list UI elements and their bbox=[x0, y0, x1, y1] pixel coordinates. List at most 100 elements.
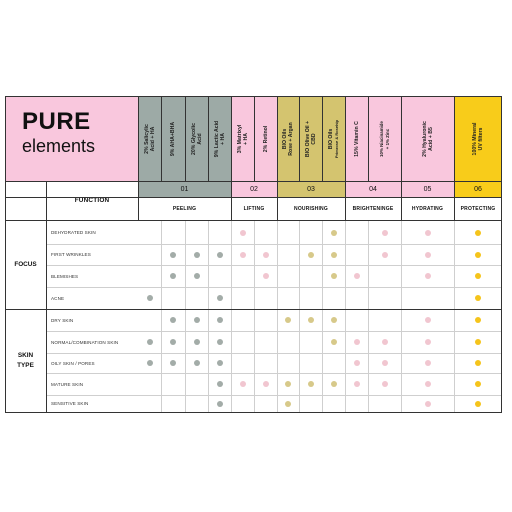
grid-line-v bbox=[254, 220, 255, 412]
product-name-line1: BIO Olive Oil + bbox=[304, 120, 311, 157]
group-function: PROTECTING bbox=[460, 205, 496, 212]
suitability-dot bbox=[475, 400, 481, 407]
suitability-dot bbox=[381, 229, 388, 236]
table-rule-h bbox=[5, 180, 502, 182]
grid-line-h bbox=[46, 265, 502, 266]
suitability-dot bbox=[307, 381, 314, 387]
rule-v bbox=[277, 96, 278, 220]
group-function: NOURISHING bbox=[294, 205, 328, 212]
group-function: PEELING bbox=[172, 205, 197, 212]
brand-logo-elements: elements bbox=[22, 136, 96, 156]
product-name: 15% Vitamin C bbox=[354, 121, 360, 157]
table-rule-h bbox=[5, 219, 502, 221]
suitability-dot bbox=[170, 251, 176, 258]
grid-line-h bbox=[46, 395, 502, 396]
product-header-cell: 2% Salicylic Acid + HA bbox=[138, 96, 161, 181]
function-label: FUNCTION bbox=[74, 197, 110, 204]
suitability-dot bbox=[353, 360, 360, 366]
product-name: 10% Niacinamide + 1% Zinc bbox=[379, 121, 391, 157]
suitability-dot bbox=[330, 381, 337, 387]
grid-line-h bbox=[46, 244, 502, 245]
rule-v bbox=[254, 96, 255, 181]
product-name-line1: 9% Lactic Acid bbox=[213, 120, 220, 157]
grid-line-v bbox=[161, 220, 162, 412]
rule-v bbox=[208, 96, 209, 181]
row-label: DRY SKIN bbox=[51, 317, 74, 323]
group-number: 01 bbox=[138, 181, 231, 197]
grid-line-v bbox=[401, 220, 402, 412]
grid-line-h bbox=[46, 373, 502, 374]
suitability-dot bbox=[475, 229, 481, 236]
suitability-dot bbox=[146, 360, 153, 366]
suitability-dot bbox=[475, 360, 481, 366]
suitability-dot bbox=[475, 339, 481, 345]
product-name-line1: 20% Glycolic bbox=[190, 122, 197, 155]
suitability-dot bbox=[475, 295, 481, 301]
grid-line-v bbox=[322, 220, 323, 412]
logo-cell bbox=[5, 96, 138, 181]
product-header-cell: 100% Mineral UV filters bbox=[454, 96, 502, 181]
product-name: 3% Matrixyl + HA bbox=[237, 124, 249, 153]
suitability-dot bbox=[475, 381, 481, 387]
table-rule-h bbox=[5, 411, 502, 413]
row-label: ACNE bbox=[51, 295, 65, 301]
product-name-line2: Primrose & Rosehip bbox=[333, 119, 339, 158]
product-name: 2% Hyaluronic Acid + B5 bbox=[422, 121, 434, 157]
rule-v bbox=[299, 96, 300, 181]
suitability-dot bbox=[216, 295, 223, 301]
grid-line-v bbox=[299, 220, 300, 412]
product-name-line2: + HA bbox=[242, 132, 249, 145]
grid-line-v bbox=[208, 220, 209, 412]
group-function: LIFTING bbox=[243, 205, 265, 212]
grid-line-v bbox=[277, 220, 278, 412]
suitability-dot bbox=[170, 360, 176, 366]
group-function: BRIGHTENINGE bbox=[352, 205, 394, 212]
suitability-dot bbox=[330, 339, 337, 345]
grid-line-v bbox=[368, 220, 369, 412]
product-name: 20% Glycolic Acid bbox=[191, 122, 203, 154]
product-name-line1: 2% Retinol bbox=[262, 125, 269, 152]
suitability-dot bbox=[216, 400, 223, 407]
product-name-line1: 10% Niacinamide bbox=[378, 120, 384, 157]
suitability-dot bbox=[285, 381, 291, 387]
suitability-dot bbox=[475, 273, 481, 279]
suitability-dot bbox=[307, 251, 314, 258]
suitability-dot bbox=[353, 273, 360, 279]
section-title-skin-type: SKIN TYPE bbox=[5, 309, 46, 412]
row-label: SENSITIVE SKIN bbox=[51, 401, 89, 406]
product-name: 2% Salicylic Acid + HA bbox=[144, 124, 156, 154]
rule-v bbox=[231, 96, 232, 220]
product-header-cell: BIO Oils Primrose & Rosehip bbox=[322, 96, 345, 181]
suitability-dot bbox=[170, 339, 176, 345]
suitability-dot bbox=[239, 381, 246, 387]
product-name-line2: Acid bbox=[196, 132, 203, 145]
suitability-dot bbox=[262, 251, 269, 258]
row-label: DEHYDRATED SKIN bbox=[51, 230, 96, 235]
product-header-cell: 2% Hyaluronic Acid + B5 bbox=[401, 96, 454, 181]
product-name-line2: Rose + Argan bbox=[288, 121, 294, 156]
suitability-dot bbox=[193, 273, 200, 279]
row-label: NORMAL/COMBINATION SKIN bbox=[51, 339, 119, 345]
grid-line-v bbox=[345, 220, 346, 412]
grid-line-v bbox=[185, 220, 186, 412]
rule-v bbox=[368, 96, 369, 181]
suitability-dot bbox=[146, 295, 153, 301]
rule-v bbox=[345, 96, 346, 220]
suitability-dot bbox=[424, 360, 431, 366]
suitability-dot bbox=[170, 317, 176, 323]
group-number: 06 bbox=[454, 181, 502, 197]
product-header-cell: 15% Vitamin C bbox=[345, 96, 368, 181]
suitability-dot bbox=[216, 251, 223, 258]
row-label: MATURE SKIN bbox=[51, 381, 84, 387]
table-rule-h bbox=[5, 308, 502, 310]
product-header-cell: BIO Oils Rose + Argan bbox=[277, 96, 299, 181]
product-header-cell: BIO Olive Oil + CBD bbox=[299, 96, 322, 181]
grid-line-h bbox=[46, 331, 502, 332]
suitability-dot bbox=[381, 339, 388, 345]
product-name: BIO Oils Primrose & Rosehip bbox=[328, 119, 340, 157]
suitability-dot bbox=[330, 273, 337, 279]
brand-logo-pure: PURE bbox=[22, 108, 91, 135]
rule-v-label bbox=[46, 181, 47, 412]
suitability-dot bbox=[424, 400, 431, 407]
